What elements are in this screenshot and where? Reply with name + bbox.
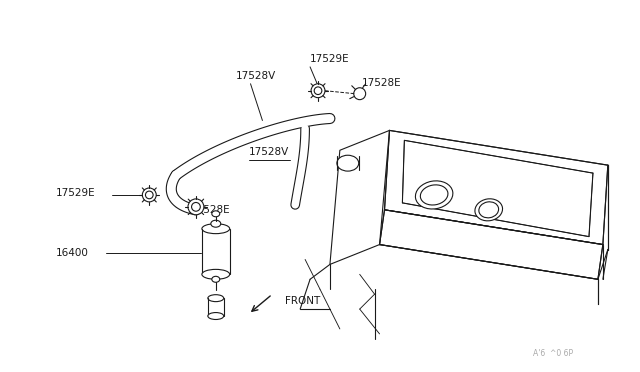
Text: 17529E: 17529E	[56, 188, 95, 198]
Ellipse shape	[202, 269, 230, 279]
Circle shape	[311, 84, 325, 98]
Circle shape	[145, 191, 153, 199]
Circle shape	[314, 87, 322, 94]
Ellipse shape	[202, 224, 230, 234]
Ellipse shape	[211, 220, 221, 227]
Circle shape	[188, 199, 204, 215]
Text: 16400: 16400	[56, 248, 89, 259]
Ellipse shape	[420, 185, 448, 205]
Ellipse shape	[415, 181, 453, 209]
Text: FRONT: FRONT	[285, 296, 321, 306]
Polygon shape	[380, 210, 603, 279]
Circle shape	[142, 188, 156, 202]
Circle shape	[191, 202, 200, 211]
Ellipse shape	[337, 155, 358, 171]
Text: 17528V: 17528V	[236, 71, 276, 81]
Text: 17528E: 17528E	[362, 78, 401, 88]
Ellipse shape	[475, 199, 502, 221]
Ellipse shape	[208, 312, 224, 320]
Ellipse shape	[208, 295, 224, 302]
Text: A'6  ^0 6P: A'6 ^0 6P	[533, 349, 573, 358]
Polygon shape	[330, 131, 390, 264]
Text: 17528V: 17528V	[248, 147, 289, 157]
Text: 17528E: 17528E	[191, 205, 230, 215]
Ellipse shape	[212, 276, 220, 282]
Polygon shape	[403, 140, 593, 237]
Ellipse shape	[479, 202, 499, 218]
Circle shape	[354, 88, 365, 100]
Ellipse shape	[212, 211, 220, 217]
Polygon shape	[385, 131, 608, 244]
Text: 17529E: 17529E	[310, 54, 349, 64]
